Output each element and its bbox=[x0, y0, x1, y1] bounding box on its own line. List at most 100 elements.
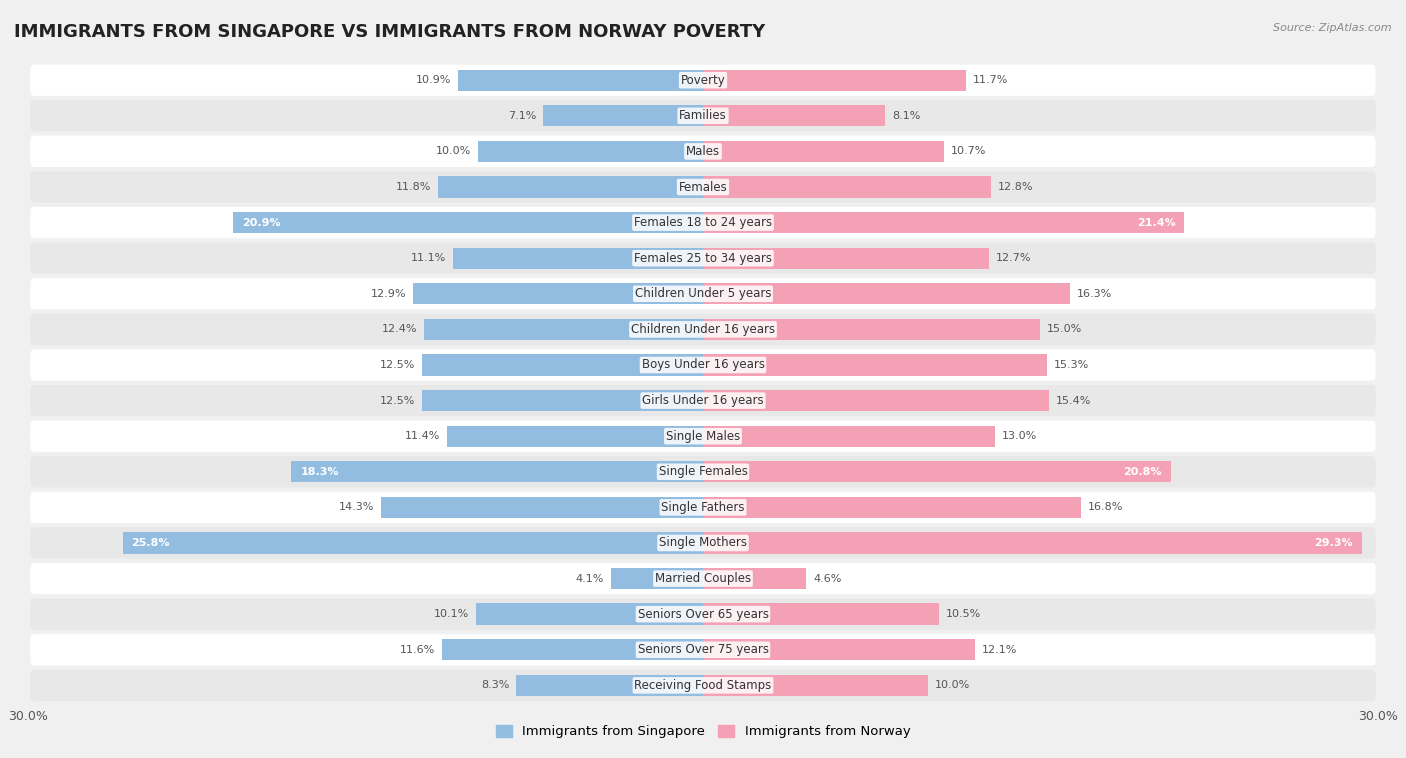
Text: 7.1%: 7.1% bbox=[508, 111, 537, 121]
FancyBboxPatch shape bbox=[31, 670, 1375, 701]
Bar bbox=[703, 177, 991, 198]
Legend: Immigrants from Singapore, Immigrants from Norway: Immigrants from Singapore, Immigrants fr… bbox=[491, 719, 915, 744]
Text: Children Under 16 years: Children Under 16 years bbox=[631, 323, 775, 336]
FancyBboxPatch shape bbox=[31, 243, 1375, 274]
Bar bbox=[703, 639, 976, 660]
Bar bbox=[703, 603, 939, 625]
FancyBboxPatch shape bbox=[31, 563, 1375, 594]
Text: 25.8%: 25.8% bbox=[132, 538, 170, 548]
Bar bbox=[441, 639, 703, 660]
Text: 14.3%: 14.3% bbox=[339, 503, 374, 512]
Text: 16.8%: 16.8% bbox=[1088, 503, 1123, 512]
Text: Single Females: Single Females bbox=[658, 465, 748, 478]
Bar bbox=[453, 248, 703, 269]
Text: 12.1%: 12.1% bbox=[981, 645, 1018, 655]
Text: 8.3%: 8.3% bbox=[481, 681, 509, 691]
Bar bbox=[381, 496, 703, 518]
FancyBboxPatch shape bbox=[31, 385, 1375, 416]
Text: Single Fathers: Single Fathers bbox=[661, 501, 745, 514]
FancyBboxPatch shape bbox=[31, 634, 1375, 666]
Bar bbox=[543, 105, 703, 127]
Text: Females 18 to 24 years: Females 18 to 24 years bbox=[634, 216, 772, 229]
Bar bbox=[437, 177, 703, 198]
FancyBboxPatch shape bbox=[31, 528, 1375, 559]
Bar bbox=[703, 212, 1184, 233]
Bar bbox=[703, 461, 1171, 482]
Text: 10.9%: 10.9% bbox=[416, 75, 451, 85]
Text: Males: Males bbox=[686, 145, 720, 158]
Text: IMMIGRANTS FROM SINGAPORE VS IMMIGRANTS FROM NORWAY POVERTY: IMMIGRANTS FROM SINGAPORE VS IMMIGRANTS … bbox=[14, 23, 765, 41]
Text: Married Couples: Married Couples bbox=[655, 572, 751, 585]
Text: 20.9%: 20.9% bbox=[242, 218, 280, 227]
Text: 11.8%: 11.8% bbox=[395, 182, 430, 192]
Text: 10.1%: 10.1% bbox=[434, 609, 470, 619]
Text: 12.5%: 12.5% bbox=[380, 396, 415, 406]
Bar bbox=[703, 105, 886, 127]
Text: 13.0%: 13.0% bbox=[1002, 431, 1038, 441]
Text: 10.0%: 10.0% bbox=[935, 681, 970, 691]
Bar bbox=[478, 141, 703, 162]
Text: 12.9%: 12.9% bbox=[371, 289, 406, 299]
Bar bbox=[413, 283, 703, 305]
Text: 12.4%: 12.4% bbox=[382, 324, 418, 334]
Text: 8.1%: 8.1% bbox=[891, 111, 921, 121]
Text: 15.0%: 15.0% bbox=[1047, 324, 1083, 334]
Text: 10.7%: 10.7% bbox=[950, 146, 986, 156]
FancyBboxPatch shape bbox=[31, 456, 1375, 487]
Text: 21.4%: 21.4% bbox=[1136, 218, 1175, 227]
Text: Girls Under 16 years: Girls Under 16 years bbox=[643, 394, 763, 407]
Text: 15.3%: 15.3% bbox=[1054, 360, 1090, 370]
Text: Seniors Over 65 years: Seniors Over 65 years bbox=[637, 608, 769, 621]
Bar bbox=[703, 283, 1070, 305]
Text: 16.3%: 16.3% bbox=[1077, 289, 1112, 299]
FancyBboxPatch shape bbox=[31, 492, 1375, 523]
Bar bbox=[703, 318, 1040, 340]
FancyBboxPatch shape bbox=[31, 64, 1375, 96]
Bar bbox=[703, 390, 1049, 412]
Text: 10.0%: 10.0% bbox=[436, 146, 471, 156]
FancyBboxPatch shape bbox=[31, 599, 1375, 630]
Text: 11.1%: 11.1% bbox=[412, 253, 447, 263]
Text: 10.5%: 10.5% bbox=[946, 609, 981, 619]
Bar bbox=[122, 532, 703, 553]
Bar bbox=[475, 603, 703, 625]
Text: 11.7%: 11.7% bbox=[973, 75, 1008, 85]
FancyBboxPatch shape bbox=[31, 278, 1375, 309]
Text: Receiving Food Stamps: Receiving Food Stamps bbox=[634, 679, 772, 692]
FancyBboxPatch shape bbox=[31, 207, 1375, 238]
Bar bbox=[458, 70, 703, 91]
Bar bbox=[703, 496, 1081, 518]
Text: Source: ZipAtlas.com: Source: ZipAtlas.com bbox=[1274, 23, 1392, 33]
Text: Females 25 to 34 years: Females 25 to 34 years bbox=[634, 252, 772, 265]
Text: Families: Families bbox=[679, 109, 727, 122]
Text: Boys Under 16 years: Boys Under 16 years bbox=[641, 359, 765, 371]
Bar bbox=[610, 568, 703, 589]
Text: 11.6%: 11.6% bbox=[401, 645, 436, 655]
Bar bbox=[703, 354, 1047, 376]
Bar bbox=[422, 354, 703, 376]
FancyBboxPatch shape bbox=[31, 349, 1375, 381]
Text: 12.7%: 12.7% bbox=[995, 253, 1031, 263]
FancyBboxPatch shape bbox=[31, 314, 1375, 345]
FancyBboxPatch shape bbox=[31, 421, 1375, 452]
Text: Children Under 5 years: Children Under 5 years bbox=[634, 287, 772, 300]
Bar bbox=[703, 70, 966, 91]
Text: Single Males: Single Males bbox=[666, 430, 740, 443]
Text: Seniors Over 75 years: Seniors Over 75 years bbox=[637, 644, 769, 656]
Bar bbox=[422, 390, 703, 412]
Bar bbox=[703, 141, 943, 162]
Text: Females: Females bbox=[679, 180, 727, 193]
Text: 20.8%: 20.8% bbox=[1123, 467, 1161, 477]
Bar bbox=[703, 568, 807, 589]
Text: Poverty: Poverty bbox=[681, 74, 725, 86]
Bar bbox=[703, 675, 928, 696]
Bar bbox=[233, 212, 703, 233]
Text: Single Mothers: Single Mothers bbox=[659, 537, 747, 550]
FancyBboxPatch shape bbox=[31, 136, 1375, 167]
Text: 12.5%: 12.5% bbox=[380, 360, 415, 370]
FancyBboxPatch shape bbox=[31, 171, 1375, 202]
Text: 4.6%: 4.6% bbox=[813, 574, 842, 584]
Text: 18.3%: 18.3% bbox=[301, 467, 339, 477]
Text: 15.4%: 15.4% bbox=[1056, 396, 1091, 406]
Bar bbox=[703, 532, 1362, 553]
